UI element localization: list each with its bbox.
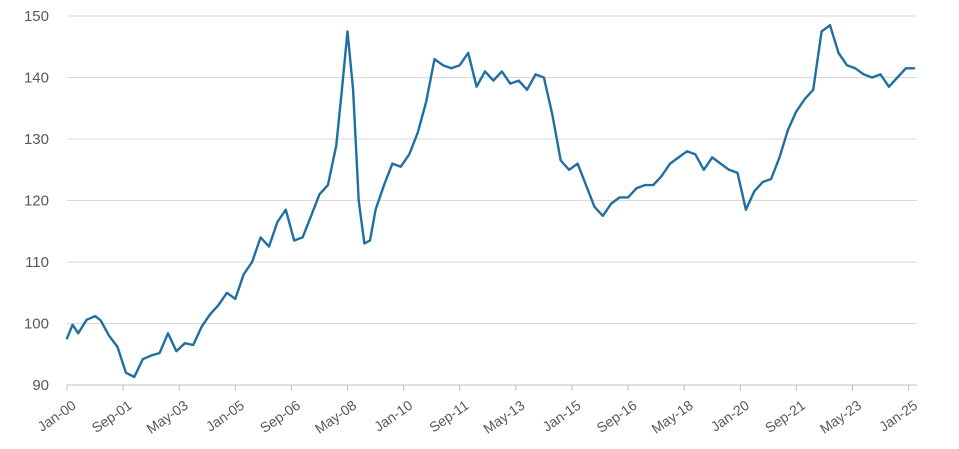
y-tick-label: 120 — [24, 193, 49, 210]
x-tick-label: Sep-16 — [594, 397, 640, 436]
x-tick-label: Sep-06 — [257, 397, 303, 436]
y-tick-label: 150 — [24, 8, 49, 25]
x-tick-label: May-18 — [648, 397, 696, 437]
y-tick-label: 110 — [25, 254, 49, 271]
y-tick-label: 90 — [32, 377, 49, 394]
x-tick-label: Jan-25 — [876, 397, 920, 435]
y-tick-label: 130 — [24, 131, 49, 148]
x-tick-label: Sep-21 — [762, 397, 808, 436]
x-tick-label: Jan-10 — [371, 397, 415, 435]
x-axis-ticks — [66, 385, 910, 391]
x-tick-label: Jan-15 — [539, 397, 583, 435]
x-tick-label: Sep-01 — [89, 397, 135, 436]
x-tick-label: Jan-05 — [203, 397, 247, 435]
gridlines — [67, 15, 917, 324]
y-tick-label: 140 — [24, 70, 49, 87]
x-axis-tick-labels: Jan-00 Sep-01 May-03 Jan-05 Sep-06 May-08 Jan-… — [34, 397, 920, 437]
series-line — [65, 24, 916, 379]
y-tick-label: 100 — [24, 316, 49, 333]
x-tick-label: Jan-20 — [708, 397, 752, 435]
x-tick-label: May-08 — [312, 397, 360, 437]
x-tick-label: May-13 — [480, 397, 528, 437]
x-tick-label: Sep-11 — [426, 397, 471, 436]
y-axis-tick-labels: 90 100 110 120 130 140 150 — [24, 8, 49, 394]
x-tick-label: May-23 — [817, 397, 865, 437]
x-tick-label: May-03 — [143, 397, 191, 437]
x-tick-label: Jan-00 — [34, 397, 78, 435]
